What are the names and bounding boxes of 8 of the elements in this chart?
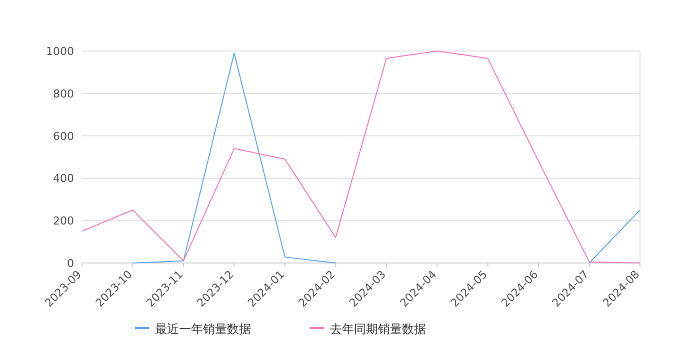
legend-label: 去年同期销量数据 bbox=[330, 322, 426, 336]
y-tick-label: 800 bbox=[53, 87, 74, 100]
y-tick-label: 1000 bbox=[46, 45, 74, 58]
y-tick-label: 0 bbox=[67, 257, 74, 270]
y-tick-label: 200 bbox=[53, 214, 74, 228]
y-tick-label: 400 bbox=[53, 172, 74, 186]
y-tick-label: 600 bbox=[53, 130, 74, 143]
legend-label: 最近一年销量数据 bbox=[155, 322, 251, 336]
